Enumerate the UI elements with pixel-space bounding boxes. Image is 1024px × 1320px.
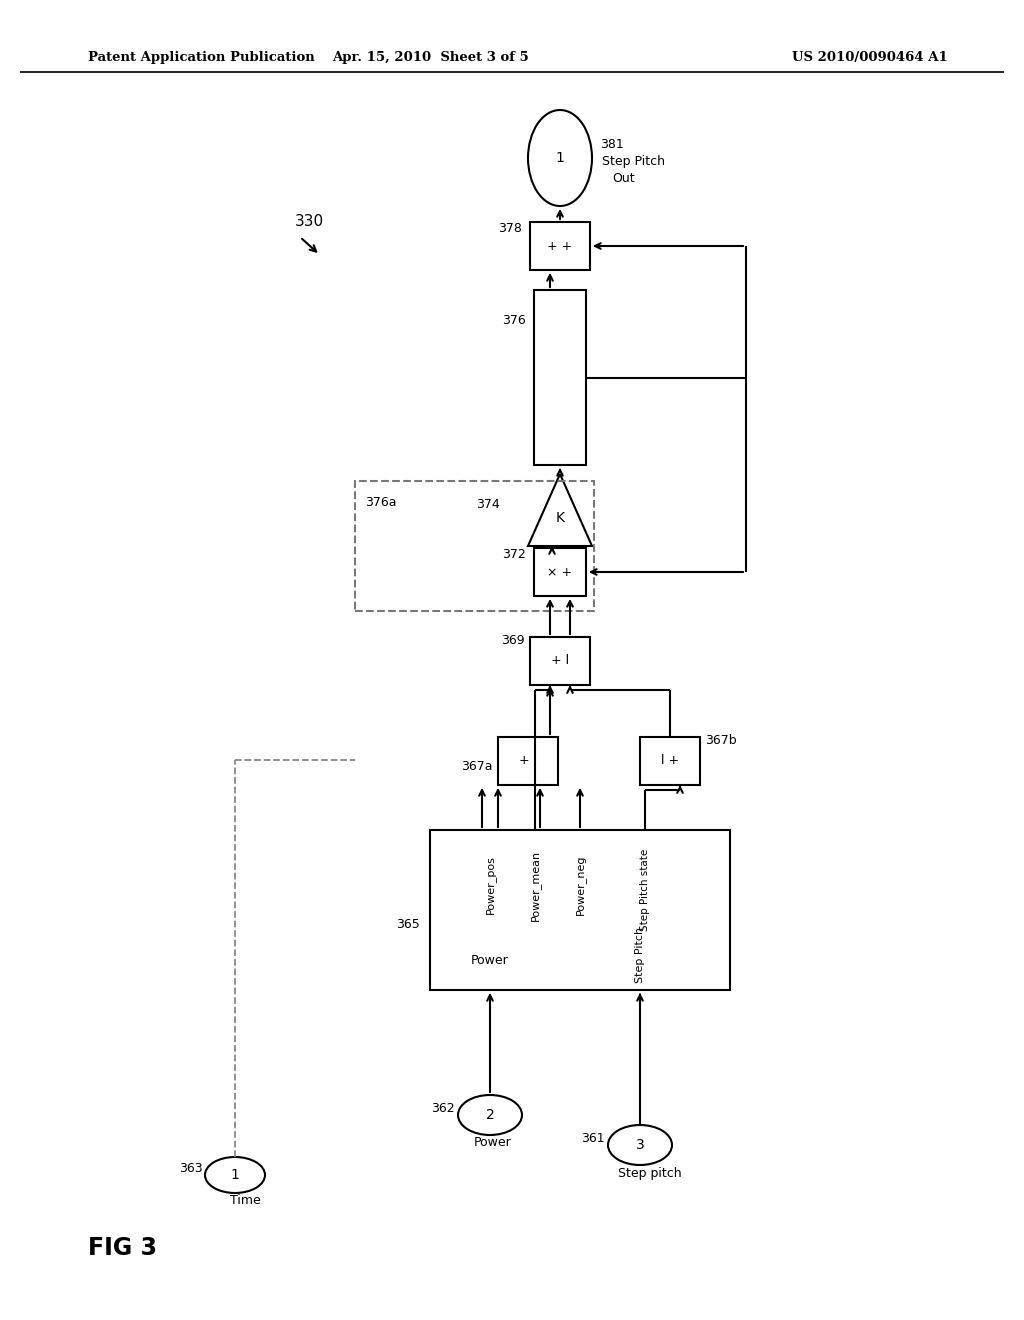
Text: 361: 361: [582, 1133, 605, 1146]
Text: + +: + +: [548, 239, 572, 252]
Text: Apr. 15, 2010  Sheet 3 of 5: Apr. 15, 2010 Sheet 3 of 5: [332, 51, 528, 65]
Text: 381: 381: [600, 137, 624, 150]
Text: 2: 2: [485, 1107, 495, 1122]
Text: Power: Power: [474, 1137, 512, 1150]
Text: + l: + l: [551, 655, 569, 668]
Text: Power_mean: Power_mean: [529, 850, 541, 920]
Text: Out: Out: [612, 172, 635, 185]
Text: Step pitch: Step pitch: [618, 1167, 682, 1180]
Text: 362: 362: [431, 1102, 455, 1115]
Ellipse shape: [528, 110, 592, 206]
Text: Step Pitch: Step Pitch: [602, 156, 665, 169]
Text: K: K: [555, 511, 564, 525]
Text: 378: 378: [498, 222, 522, 235]
Text: 365: 365: [396, 919, 420, 932]
Text: 363: 363: [179, 1163, 203, 1176]
Text: × +: × +: [548, 565, 572, 578]
Text: + l: + l: [519, 755, 537, 767]
Text: Step Pitch: Step Pitch: [635, 927, 645, 983]
Ellipse shape: [205, 1158, 265, 1193]
Text: 3: 3: [636, 1138, 644, 1152]
Text: Step Pitch state: Step Pitch state: [640, 849, 650, 931]
Text: Patent Application Publication: Patent Application Publication: [88, 51, 314, 65]
Text: 330: 330: [295, 214, 325, 230]
Text: Time: Time: [229, 1193, 260, 1206]
Bar: [530, 222, 590, 271]
Bar: [640, 737, 700, 785]
Text: l +: l +: [660, 755, 679, 767]
Text: Power: Power: [471, 953, 509, 966]
Text: FIG 3: FIG 3: [88, 1236, 157, 1261]
Bar: [430, 830, 730, 990]
Polygon shape: [528, 474, 592, 546]
Text: 369: 369: [502, 635, 525, 648]
Ellipse shape: [608, 1125, 672, 1166]
Text: 376a: 376a: [365, 496, 396, 510]
Text: 367a: 367a: [462, 760, 493, 774]
Text: 1: 1: [230, 1168, 240, 1181]
Text: 367b: 367b: [705, 734, 736, 747]
Ellipse shape: [458, 1096, 522, 1135]
Bar: [530, 638, 590, 685]
Text: 372: 372: [502, 548, 526, 561]
Text: Power_pos: Power_pos: [484, 855, 496, 915]
Text: 374: 374: [476, 498, 500, 511]
Text: Power_neg: Power_neg: [574, 855, 586, 915]
Text: 376: 376: [502, 314, 526, 326]
Bar: [534, 548, 586, 597]
Text: 1: 1: [556, 150, 564, 165]
Bar: [355, 480, 594, 611]
Bar: [498, 737, 558, 785]
Text: US 2010/0090464 A1: US 2010/0090464 A1: [793, 51, 948, 65]
Bar: [534, 290, 586, 465]
